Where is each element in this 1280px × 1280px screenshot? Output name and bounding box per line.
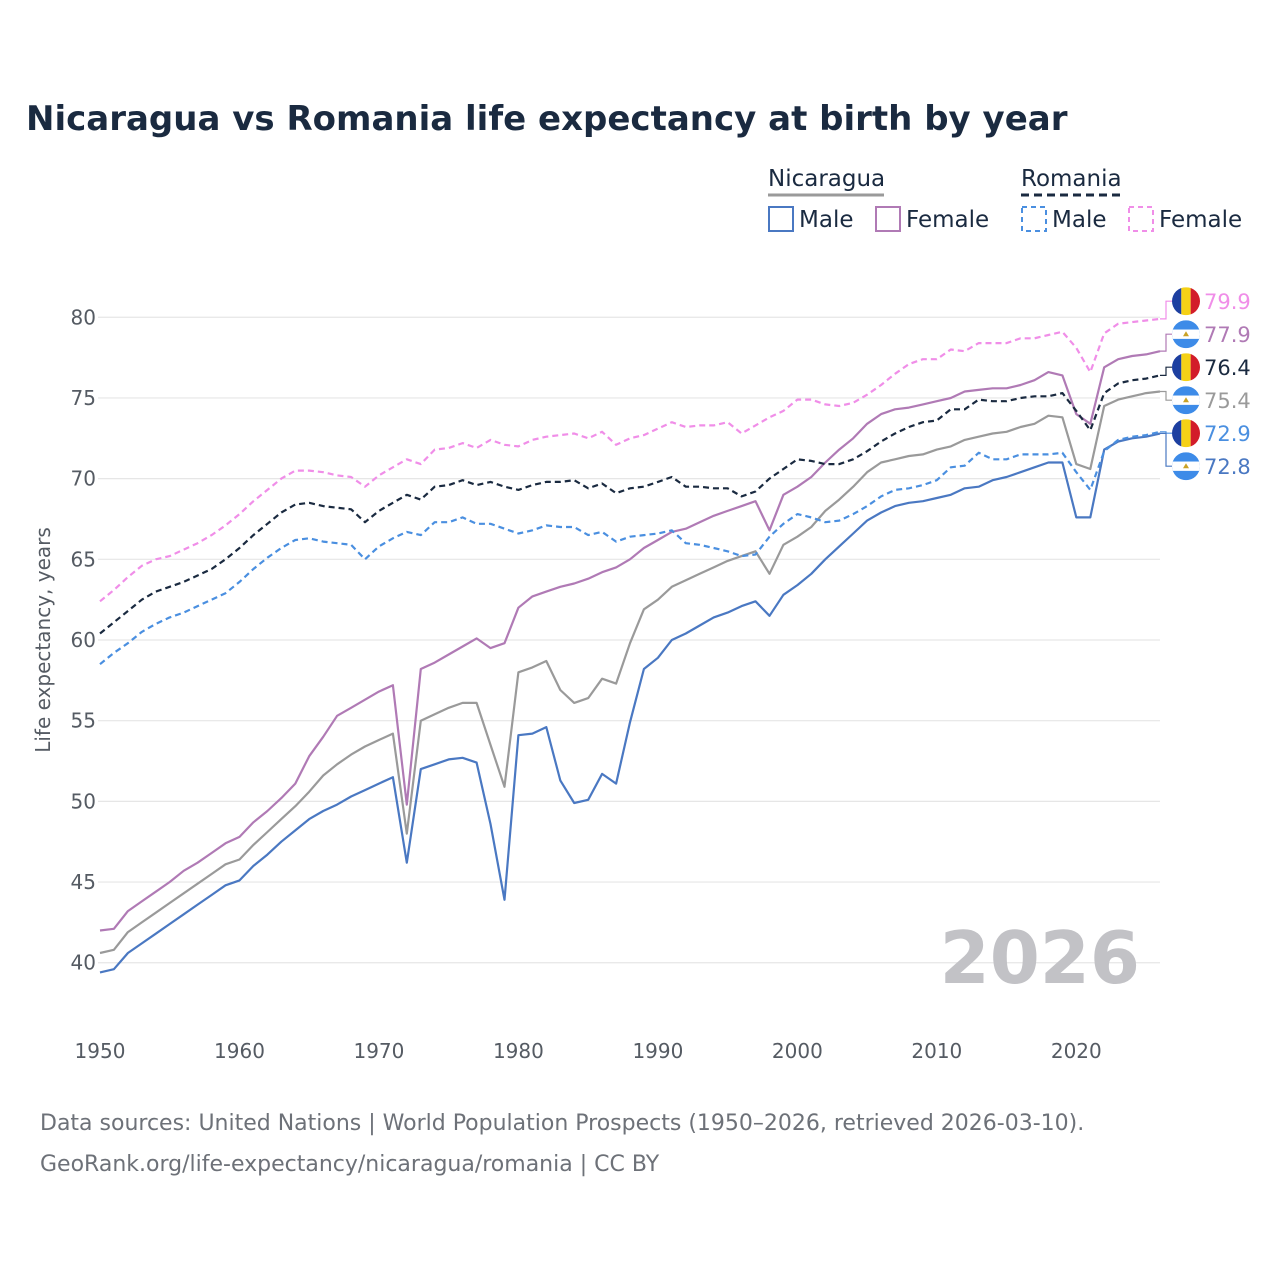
end-label-connector — [1160, 333, 1172, 352]
series-line-nicaragua-male — [99, 432, 1161, 974]
series-line-romania-female — [99, 317, 1161, 603]
legend-romania-male-label: Male — [1052, 207, 1106, 233]
legend-romania-label: Romania — [1021, 166, 1122, 192]
legend-nicaragua-female-label: Female — [906, 207, 989, 233]
flag-nicaragua-icon — [1172, 452, 1200, 481]
legend-nicaragua-male-swatch — [768, 206, 794, 232]
y-tick-label: 40 — [71, 951, 96, 975]
end-label-connector — [1160, 431, 1172, 434]
x-tick-label: 1950 — [75, 1039, 126, 1063]
x-tick-label: 1960 — [214, 1039, 265, 1063]
end-label-connector — [1160, 300, 1172, 320]
y-tick-label: 80 — [71, 305, 96, 329]
grid-lines — [98, 316, 1160, 964]
y-tick-label: 70 — [71, 467, 96, 491]
flag-nicaragua-icon — [1172, 386, 1200, 415]
y-axis-label: Life expectancy, years — [31, 527, 55, 753]
y-tick-label: 75 — [71, 386, 96, 410]
flag-romania-icon — [1172, 287, 1200, 316]
end-label-connector — [1160, 432, 1172, 467]
y-tick-label: 50 — [71, 789, 96, 813]
flag-romania-icon — [1172, 419, 1200, 448]
end-label-connector — [1160, 366, 1172, 376]
legend-nicaragua-label: Nicaragua — [768, 166, 885, 192]
end-label-value: 72.8 — [1204, 455, 1251, 479]
end-label-value: 75.4 — [1204, 389, 1251, 413]
series-line-nicaragua — [99, 390, 1161, 955]
x-tick-label: 2020 — [1051, 1039, 1102, 1063]
legend-nicaragua-female-swatch — [875, 206, 901, 232]
y-tick-label: 55 — [71, 709, 96, 733]
end-label-connector — [1160, 390, 1172, 401]
y-tick-label: 60 — [71, 628, 96, 652]
y-tick-label: 45 — [71, 870, 96, 894]
series-line-romania — [99, 374, 1161, 635]
x-tick-label: 1990 — [632, 1039, 683, 1063]
end-label-value: 79.9 — [1204, 290, 1251, 314]
flag-nicaragua-icon — [1172, 320, 1200, 349]
flag-romania-icon — [1172, 353, 1200, 382]
x-tick-label: 2010 — [911, 1039, 962, 1063]
footer-url: GeoRank.org/life-expectancy/nicaragua/ro… — [40, 1152, 660, 1177]
x-axis-ticks: 1950 1960 1970 1980 1990 2000 2010 2020 — [75, 1039, 1102, 1063]
chart-title: Nicaragua vs Romania life expectancy at … — [26, 99, 1068, 139]
series-line-romania-male — [99, 430, 1161, 666]
series-line-nicaragua-female — [99, 350, 1161, 932]
legend-romania-male-swatch — [1021, 206, 1047, 232]
end-labels: 79.9 77.9 76.4 75.4 72.9 72.8 — [1160, 287, 1251, 481]
y-tick-label: 65 — [71, 547, 96, 571]
legend-romania-female-label: Female — [1159, 207, 1242, 233]
legend-romania-female-swatch — [1128, 206, 1154, 232]
x-tick-label: 2000 — [772, 1039, 823, 1063]
x-tick-label: 1970 — [353, 1039, 404, 1063]
footer-sources: Data sources: United Nations | World Pop… — [40, 1111, 1084, 1136]
legend-nicaragua-male-label: Male — [799, 207, 853, 233]
year-overlay: 2026 — [940, 916, 1140, 1000]
y-axis-ticks: 40 45 50 55 60 65 70 75 80 — [71, 305, 96, 974]
end-label-value: 76.4 — [1204, 356, 1251, 380]
end-label-value: 77.9 — [1204, 323, 1251, 347]
end-label-value: 72.9 — [1204, 422, 1251, 446]
x-tick-label: 1980 — [493, 1039, 544, 1063]
series-lines — [99, 317, 1161, 974]
legend: Nicaragua Romania Male Female Male Femal… — [768, 166, 1242, 233]
